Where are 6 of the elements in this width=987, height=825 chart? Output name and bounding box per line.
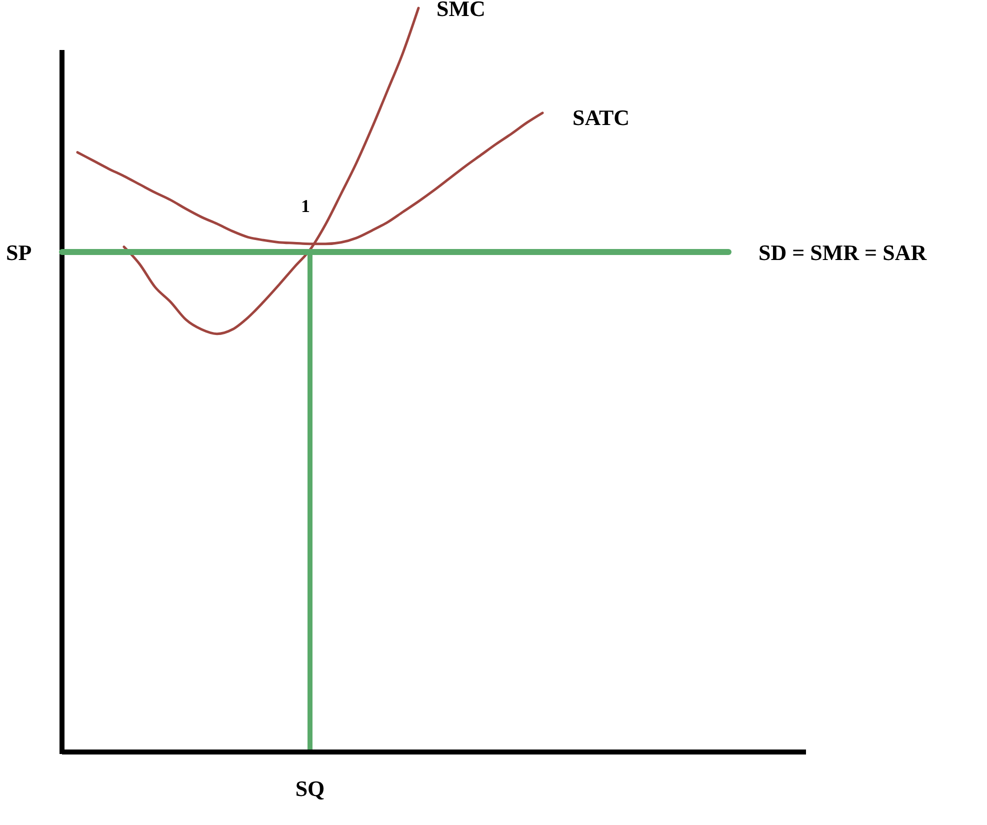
series-label: SD = SMR = SAR bbox=[758, 240, 928, 266]
series-label: SMC bbox=[436, 0, 486, 21]
text: SP bbox=[6, 240, 32, 266]
series-label: SATC bbox=[572, 104, 630, 130]
annotation: 1 bbox=[301, 196, 310, 216]
text: SQ bbox=[295, 776, 325, 801]
